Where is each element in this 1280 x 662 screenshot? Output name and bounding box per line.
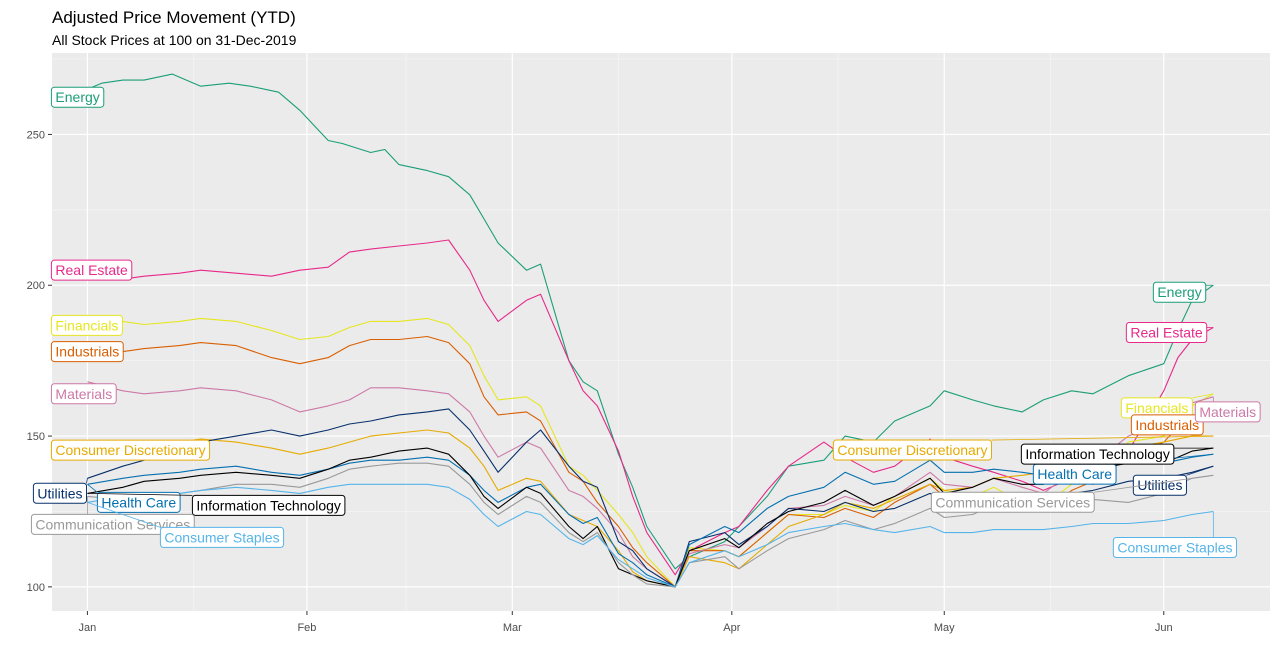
start-label-materials: Materials (50, 383, 117, 405)
series-line-materials (87, 381, 1214, 588)
end-label-text: Real Estate (1130, 324, 1203, 340)
end-label-text: Industrials (1135, 417, 1199, 433)
start-label-health-care: Health Care (87, 484, 181, 513)
start-label-box (50, 86, 105, 108)
x-tick-label: Mar (503, 622, 522, 634)
x-tick-label: Apr (723, 622, 740, 634)
end-label-box (832, 439, 993, 461)
series-line-consumer-discretionary (87, 429, 1214, 588)
y-axis: 100 150 200 250 (27, 129, 52, 594)
start-label-text: Utilities (37, 485, 82, 501)
end-label-materials: Materials (1194, 396, 1261, 423)
start-label-box (50, 383, 117, 405)
end-label-leader (1192, 393, 1214, 399)
start-label-communication-services: Communication Services (30, 496, 195, 535)
start-label-text: Industrials (55, 344, 119, 360)
series-line-consumer-staples (87, 483, 1214, 588)
start-label-leader (87, 492, 193, 496)
end-label-leader (1094, 474, 1214, 493)
end-label-consumer-discretionary: Consumer Discretionary (832, 435, 1214, 461)
end-label-information-technology: Information Technology (1020, 443, 1214, 465)
start-label-box (50, 314, 123, 336)
y-tick-label: 200 (27, 280, 45, 292)
start-label-industrials: Industrials (50, 341, 124, 363)
start-label-box (30, 513, 195, 535)
start-label-box (191, 494, 346, 516)
start-label-energy: Energy (50, 86, 105, 108)
series-line-real-estate (87, 239, 1214, 576)
y-tick-label: 100 (27, 582, 45, 594)
start-label-text: Financials (55, 317, 118, 333)
start-label-leader (86, 478, 88, 484)
y-tick-label: 250 (27, 129, 45, 141)
start-label-box (50, 341, 124, 363)
plot-panel (52, 53, 1270, 611)
start-label-financials: Financials (50, 314, 123, 336)
end-label-real-estate: Real Estate (1125, 321, 1214, 343)
end-label-text: Consumer Discretionary (837, 442, 987, 458)
end-label-industrials: Industrials (1130, 411, 1214, 436)
start-label-information-technology: Information Technology (87, 492, 346, 516)
end-label-box (1130, 414, 1204, 436)
start-label-text: Health Care (101, 494, 176, 510)
start-label-text: Real Estate (55, 262, 128, 278)
end-label-text: Information Technology (1025, 446, 1170, 462)
end-label-box (1132, 474, 1187, 496)
start-label-utilities: Utilities (32, 478, 88, 504)
end-label-text: Materials (1199, 404, 1256, 420)
x-axis: Jan Feb Mar Apr May Jun (79, 611, 1173, 634)
start-label-consumer-discretionary: Consumer Discretionary (50, 439, 211, 461)
x-tick-label: May (934, 622, 955, 634)
start-label-box (50, 259, 133, 281)
start-label-consumer-staples: Consumer Staples (87, 502, 285, 548)
chart-subtitle: All Stock Prices at 100 on 31-Dec-2019 (52, 32, 297, 48)
end-labels: Energy Real Estate FinancialsIndustrialsMa… (832, 281, 1261, 558)
start-label-text: Materials (55, 386, 112, 402)
end-label-text: Consumer Staples (1117, 539, 1232, 555)
start-label-text: Energy (55, 89, 99, 105)
start-label-box (32, 482, 88, 504)
start-label-box (50, 439, 211, 461)
x-tick-label: Jun (1155, 622, 1173, 634)
end-label-box (1152, 281, 1207, 303)
end-label-text: Health Care (1037, 466, 1112, 482)
series-line-energy (87, 73, 1214, 570)
start-label-box (96, 491, 181, 513)
x-tick-label: Feb (297, 622, 316, 634)
end-label-text: Financials (1125, 400, 1188, 416)
end-label-box (930, 491, 1095, 513)
start-label-real-estate: Real Estate (50, 259, 133, 281)
end-label-box (1112, 536, 1238, 558)
start-label-leader (87, 502, 161, 528)
end-label-communication-services: Communication Services (930, 474, 1214, 513)
chart-title: Adjusted Price Movement (YTD) (52, 8, 296, 27)
y-tick-label: 150 (27, 431, 45, 443)
end-label-leader (1186, 465, 1214, 476)
start-label-text: Consumer Discretionary (55, 442, 205, 458)
end-label-box (1125, 321, 1208, 343)
x-tick-label: Jan (79, 622, 97, 634)
end-label-consumer-staples: Consumer Staples (1112, 511, 1238, 558)
end-label-box (1020, 443, 1175, 465)
end-label-energy: Energy (1152, 281, 1214, 303)
end-label-leader (991, 435, 1214, 441)
end-label-text: Communication Services (935, 494, 1090, 510)
end-label-text: Energy (1157, 284, 1201, 300)
start-label-text: Consumer Staples (164, 529, 279, 545)
start-label-leader (87, 484, 98, 493)
start-label-text: Communication Services (35, 516, 190, 532)
start-label-box (159, 526, 285, 548)
series-line-information-technology (87, 447, 1214, 588)
start-label-text: Information Technology (196, 497, 341, 513)
start-labels: Energy Real Estate Financials Industrials Ma… (30, 86, 346, 548)
end-label-box (1194, 401, 1261, 423)
